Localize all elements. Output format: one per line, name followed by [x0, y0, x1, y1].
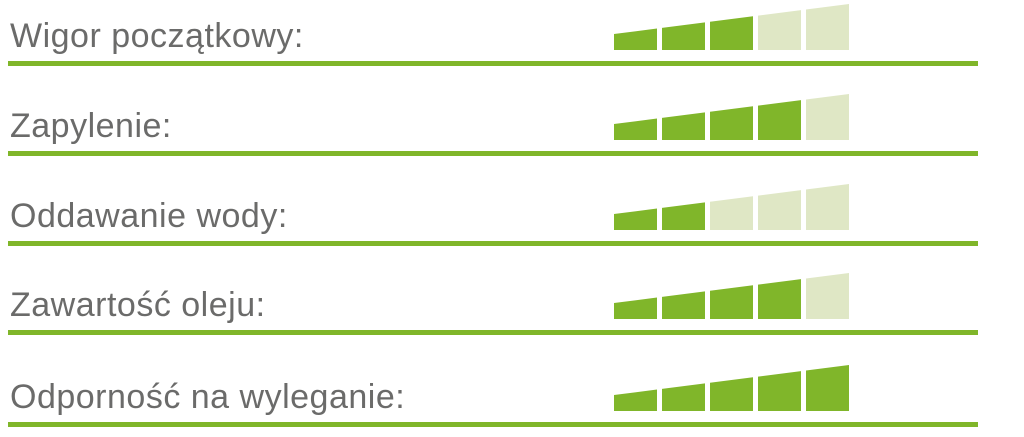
rating-segment-filled: [614, 297, 657, 319]
rating-label: Oddawanie wody:: [10, 197, 288, 235]
rating-segment-filled: [614, 208, 657, 230]
rating-segment-filled: [710, 285, 753, 319]
rating-segment-filled: [662, 383, 705, 411]
rating-label: Zawartość oleju:: [10, 286, 266, 324]
rating-segment-filled: [806, 365, 849, 411]
rating-segment-empty: [806, 184, 849, 230]
rating-segment-filled: [614, 28, 657, 50]
rating-row: Odporność na wyleganie:: [8, 335, 978, 427]
rating-label: Wigor początkowy:: [10, 17, 304, 55]
rating-segment-filled: [662, 202, 705, 230]
rating-bars: [614, 90, 849, 140]
rating-segment-empty: [758, 10, 801, 50]
rating-segment-empty: [758, 190, 801, 230]
rating-row: Oddawanie wody:: [8, 156, 978, 246]
rating-row: Zapylenie:: [8, 66, 978, 156]
rating-segment-filled: [758, 371, 801, 411]
row-divider: [8, 330, 978, 335]
rating-segment-filled: [710, 377, 753, 411]
rating-segment-filled: [662, 112, 705, 140]
rating-row: Zawartość oleju:: [8, 246, 978, 335]
rating-label: Odporność na wyleganie:: [10, 378, 406, 416]
rating-segment-filled: [662, 22, 705, 50]
rating-bars: [614, 0, 849, 50]
rating-segment-filled: [614, 389, 657, 411]
rating-label: Zapylenie:: [10, 107, 172, 145]
rating-segment-empty: [806, 4, 849, 50]
rating-segment-filled: [614, 118, 657, 140]
rating-bars: [614, 361, 849, 411]
rating-segment-empty: [806, 94, 849, 140]
rating-segment-empty: [806, 273, 849, 319]
rating-bars: [614, 269, 849, 319]
row-divider: [8, 151, 978, 156]
row-divider: [8, 61, 978, 66]
rating-segment-filled: [710, 16, 753, 50]
rating-row: Wigor początkowy:: [8, 0, 978, 66]
trait-ratings-chart: Wigor początkowy: Zapylenie: Oddawanie w…: [8, 0, 978, 427]
rating-segment-filled: [710, 106, 753, 140]
rating-segment-filled: [758, 279, 801, 319]
rating-segment-filled: [758, 100, 801, 140]
row-divider: [8, 422, 978, 427]
rating-bars: [614, 180, 849, 230]
rating-segment-filled: [662, 291, 705, 319]
rating-segment-empty: [710, 196, 753, 230]
row-divider: [8, 241, 978, 246]
